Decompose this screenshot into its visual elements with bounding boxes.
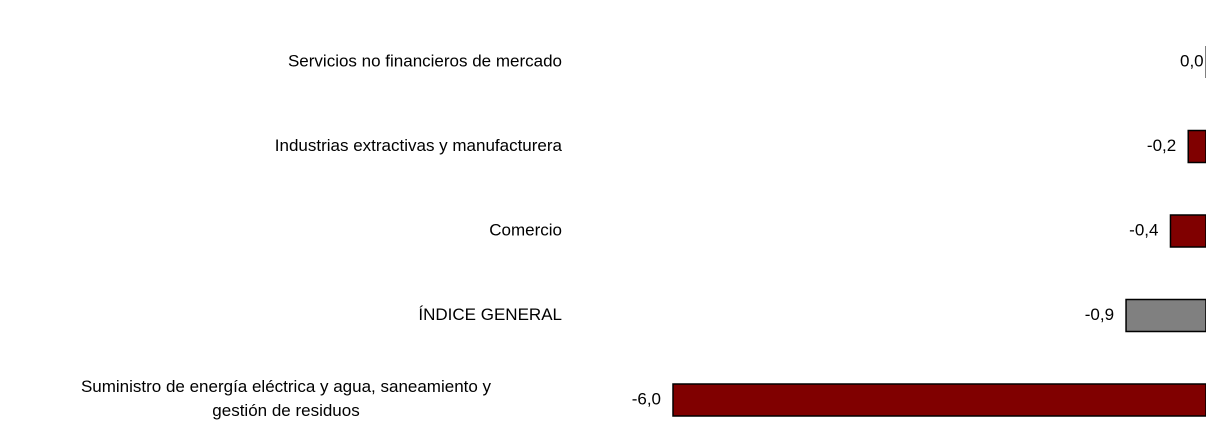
- value-label: -0,9: [1085, 305, 1114, 324]
- bar: [672, 383, 1206, 417]
- value-label: -0,2: [1147, 136, 1176, 155]
- value-label: -0,4: [1129, 220, 1158, 239]
- value-label: -6,0: [632, 389, 661, 408]
- value-label: 0,0: [1180, 51, 1204, 70]
- bar: [1187, 129, 1206, 164]
- category-label: Comercio: [489, 220, 562, 239]
- category-label: Servicios no financieros de mercado: [288, 51, 562, 70]
- bar: [1125, 298, 1206, 333]
- category-label: ÍNDICE GENERAL: [418, 305, 562, 324]
- category-label: Suministro de energía eléctrica y agua, …: [81, 377, 492, 420]
- category-label: Industrias extractivas y manufacturera: [275, 136, 563, 155]
- bar: [1169, 214, 1206, 248]
